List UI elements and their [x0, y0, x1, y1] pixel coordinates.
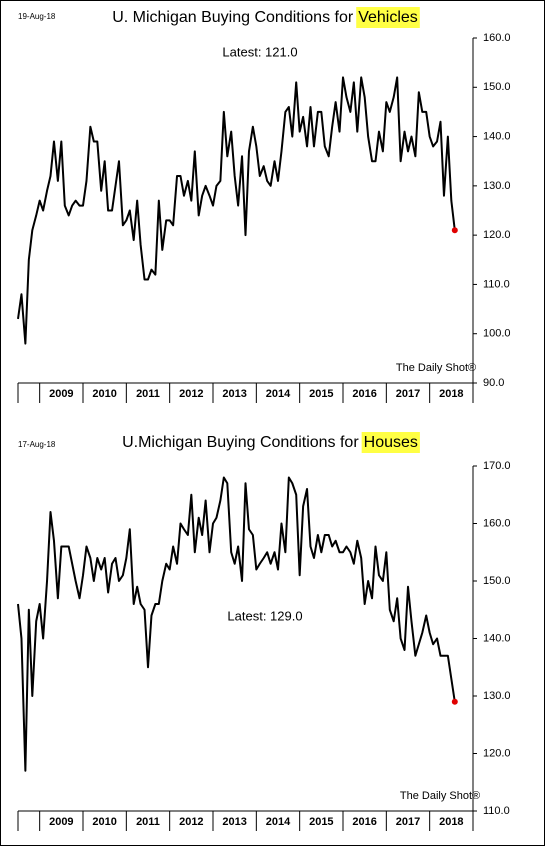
- x-tick-label: 2016: [352, 816, 376, 828]
- chart-title-highlight: Vehicles: [358, 9, 418, 26]
- y-tick-label: 170.0: [483, 460, 511, 472]
- x-tick-label: 2012: [179, 816, 203, 828]
- y-tick-label: 120.0: [483, 229, 511, 241]
- y-tick-label: 100.0: [483, 328, 511, 340]
- data-line: [17, 476, 456, 772]
- x-tick-label: 2015: [309, 388, 333, 400]
- y-tick-label: 130.0: [483, 690, 511, 702]
- y-tick-label: 160.0: [483, 517, 511, 529]
- x-tick-label: 2016: [352, 388, 376, 400]
- y-tick-label: 140.0: [483, 632, 511, 644]
- annotation: Latest: 121.0: [222, 44, 297, 59]
- data-line: [17, 76, 456, 345]
- latest-point: [451, 698, 458, 705]
- y-tick-label: 160.0: [483, 32, 511, 44]
- latest-point: [451, 227, 458, 234]
- title-highlight: [361, 432, 420, 453]
- date-label: 17-Aug-18: [18, 440, 56, 449]
- x-tick-label: 2014: [266, 816, 291, 828]
- x-tick-label: 2010: [92, 388, 116, 400]
- x-tick-label: 2011: [136, 388, 160, 400]
- x-tick-label: 2013: [222, 388, 246, 400]
- source-label: The Daily Shot®: [396, 362, 476, 374]
- x-tick-label: 2009: [49, 816, 73, 828]
- y-tick-label: 140.0: [483, 130, 511, 142]
- x-tick-label: 2015: [309, 816, 333, 828]
- title-highlight: [356, 7, 420, 28]
- x-tick-label: 2009: [49, 388, 73, 400]
- y-tick-label: 120.0: [483, 747, 511, 759]
- x-tick-label: 2010: [92, 816, 116, 828]
- x-tick-label: 2013: [222, 816, 246, 828]
- y-tick-label: 110.0: [483, 805, 510, 817]
- x-tick-label: 2018: [439, 388, 463, 400]
- x-tick-label: 2018: [439, 816, 463, 828]
- y-tick-label: 130.0: [483, 180, 511, 192]
- y-tick-label: 90.0: [483, 377, 504, 389]
- source-label: The Daily Shot®: [400, 790, 480, 802]
- chart-title: U. Michigan Buying Conditions for: [112, 9, 354, 26]
- x-tick-label: 2017: [396, 388, 420, 400]
- chart-title-highlight: Houses: [364, 434, 418, 451]
- x-tick-label: 2014: [266, 388, 291, 400]
- x-tick-label: 2017: [396, 816, 420, 828]
- chart-title: U.Michigan Buying Conditions for: [122, 434, 359, 451]
- x-tick-label: 2012: [179, 388, 203, 400]
- annotation: Latest: 129.0: [227, 608, 302, 623]
- y-tick-label: 150.0: [483, 81, 511, 93]
- date-label: 19-Aug-18: [18, 12, 56, 21]
- y-tick-label: 110.0: [483, 278, 510, 290]
- y-tick-label: 150.0: [483, 575, 511, 587]
- x-tick-label: 2011: [136, 816, 160, 828]
